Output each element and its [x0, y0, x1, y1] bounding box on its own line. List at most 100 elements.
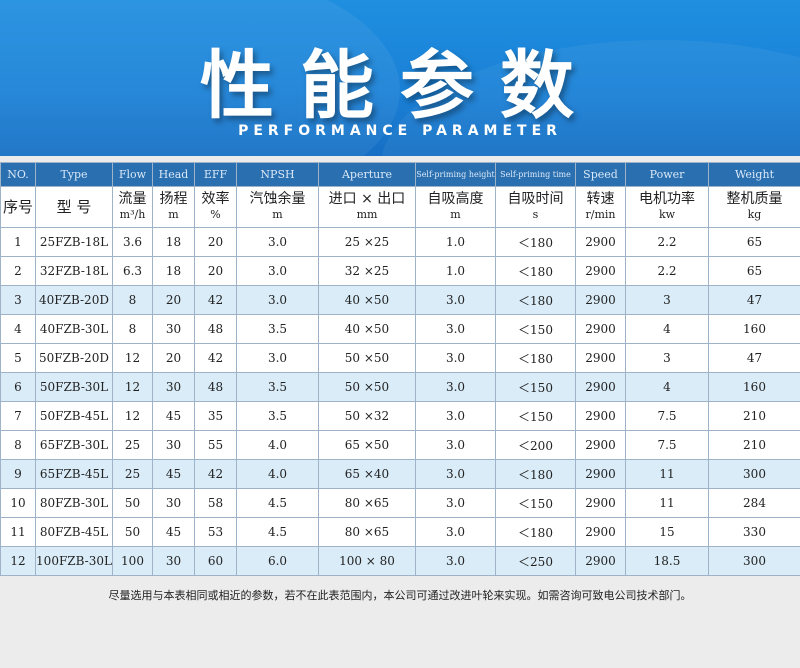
table-cell: 3.0 — [236, 343, 319, 373]
col-header-en: Aperture — [318, 162, 416, 187]
table-cell: 6.3 — [112, 256, 153, 286]
table-cell: 2900 — [575, 372, 626, 402]
table-cell: 47 — [708, 285, 800, 315]
col-header-en: NPSH — [236, 162, 319, 187]
table-cell: 20 — [194, 227, 237, 257]
table-cell: 3.0 — [415, 517, 496, 547]
table-cell: 42 — [194, 285, 237, 315]
table-cell: 4 — [625, 372, 709, 402]
col-header-en: EFF — [194, 162, 237, 187]
table-cell: 4 — [625, 314, 709, 344]
table-cell: 4.0 — [236, 459, 319, 489]
table-cell: 3.5 — [236, 314, 319, 344]
table-cell: 3.5 — [236, 372, 319, 402]
table-cell: 3.0 — [415, 430, 496, 460]
table-cell: 25 — [112, 430, 153, 460]
col-header-cn: 自吸高度 m — [415, 186, 496, 228]
table-cell: 100FZB-30L — [35, 546, 113, 576]
table-cell: 30 — [152, 372, 195, 402]
table-cell: 42 — [194, 343, 237, 373]
table-cell: 50 ×32 — [318, 401, 416, 431]
table-cell: 30 — [152, 546, 195, 576]
table-cell: 3.0 — [415, 546, 496, 576]
col-header-cn: 整机质量 kg — [708, 186, 800, 228]
col-header-cn: 扬程 m — [152, 186, 195, 228]
table-cell: 20 — [152, 343, 195, 373]
table-cell: 50FZB-45L — [35, 401, 113, 431]
col-header-en: Speed — [575, 162, 626, 187]
table-cell: 5 — [0, 343, 36, 373]
table-cell: 65FZB-45L — [35, 459, 113, 489]
table-cell: 2 — [0, 256, 36, 286]
table-cell: 11 — [0, 517, 36, 547]
table-cell: 4 — [0, 314, 36, 344]
table-row: 4 40FZB-30L 8 30 48 3.5 40 ×50 3.0 ＜150 2900 4 160 — [0, 314, 800, 344]
col-header-en: Type — [35, 162, 113, 187]
page-title: 性能参数 — [200, 43, 600, 129]
table-cell: 30 — [152, 314, 195, 344]
table-cell: ＜180 — [495, 227, 576, 257]
table-cell: 7.5 — [625, 401, 709, 431]
table-cell: 1.0 — [415, 256, 496, 286]
table-cell: 12 — [112, 343, 153, 373]
table-cell: 65FZB-30L — [35, 430, 113, 460]
table-cell: 3.0 — [415, 343, 496, 373]
table-cell: 210 — [708, 430, 800, 460]
table-cell: ＜150 — [495, 401, 576, 431]
table-cell: 330 — [708, 517, 800, 547]
table-cell: 2900 — [575, 459, 626, 489]
table-cell: 4.5 — [236, 517, 319, 547]
table-cell: 1 — [0, 227, 36, 257]
table-cell: 3.0 — [236, 285, 319, 315]
col-header-cn: 序号 — [0, 186, 36, 228]
table-cell: 2900 — [575, 488, 626, 518]
table-cell: 3 — [625, 285, 709, 315]
table-row: 1 25FZB-18L 3.6 18 20 3.0 25 ×25 1.0 ＜180 2900 2.2… — [0, 227, 800, 257]
table-cell: 40 ×50 — [318, 314, 416, 344]
table-cell: 25FZB-18L — [35, 227, 113, 257]
table-cell: 300 — [708, 546, 800, 576]
col-header-en: Self-priming time — [495, 162, 576, 187]
table-cell: 30 — [152, 488, 195, 518]
table-cell: 20 — [194, 256, 237, 286]
col-header-cn: 进口 × 出口 mm — [318, 186, 416, 228]
table-cell: 48 — [194, 372, 237, 402]
performance-table: NO. Type Flow Head EFF NPSH Aperture Sel… — [0, 162, 800, 576]
table-cell: 53 — [194, 517, 237, 547]
table-cell: 7 — [0, 401, 36, 431]
table-cell: 45 — [152, 459, 195, 489]
table-cell: 80 ×65 — [318, 488, 416, 518]
header-row-chinese: 序号 型 号 流量 m³/h 扬程 m 效率% 汽蚀余量 m 进口 × 出口 mm 自吸… — [0, 186, 800, 228]
col-header-cn: 效率% — [194, 186, 237, 228]
table-cell: 32 ×25 — [318, 256, 416, 286]
header-row-english: NO. Type Flow Head EFF NPSH Aperture Sel… — [0, 162, 800, 187]
table-cell: 3 — [0, 285, 36, 315]
table-cell: 50 ×50 — [318, 372, 416, 402]
table-cell: 18.5 — [625, 546, 709, 576]
table-cell: 47 — [708, 343, 800, 373]
table-cell: 10 — [0, 488, 36, 518]
table-row: 8 65FZB-30L 25 30 55 4.0 65 ×50 3.0 ＜200 2900 7.5 2… — [0, 430, 800, 460]
table-row: 12 100FZB-30L 100 30 60 6.0 100 × 80 3.0 ＜250 290… — [0, 546, 800, 576]
table-cell: 55 — [194, 430, 237, 460]
table-cell: ＜150 — [495, 314, 576, 344]
table-cell: 3.0 — [415, 314, 496, 344]
table-cell: 2900 — [575, 517, 626, 547]
table-row: 3 40FZB-20D 8 20 42 3.0 40 ×50 3.0 ＜180 2900 3 47 — [0, 285, 800, 315]
table-cell: 80FZB-30L — [35, 488, 113, 518]
table-cell: 210 — [708, 401, 800, 431]
table-cell: 284 — [708, 488, 800, 518]
table-cell: ＜180 — [495, 459, 576, 489]
table-cell: 45 — [152, 401, 195, 431]
table-cell: 12 — [112, 372, 153, 402]
table-cell: 30 — [152, 430, 195, 460]
table-cell: 7.5 — [625, 430, 709, 460]
table-cell: 3.0 — [415, 401, 496, 431]
table-cell: 40FZB-20D — [35, 285, 113, 315]
table-cell: 65 — [708, 227, 800, 257]
table-cell: 50 — [112, 488, 153, 518]
table-row: 11 80FZB-45L 50 45 53 4.5 80 ×65 3.0 ＜180 2900 15 3… — [0, 517, 800, 547]
table-cell: 3.0 — [415, 459, 496, 489]
table-cell: 32FZB-18L — [35, 256, 113, 286]
table-cell: 2900 — [575, 285, 626, 315]
